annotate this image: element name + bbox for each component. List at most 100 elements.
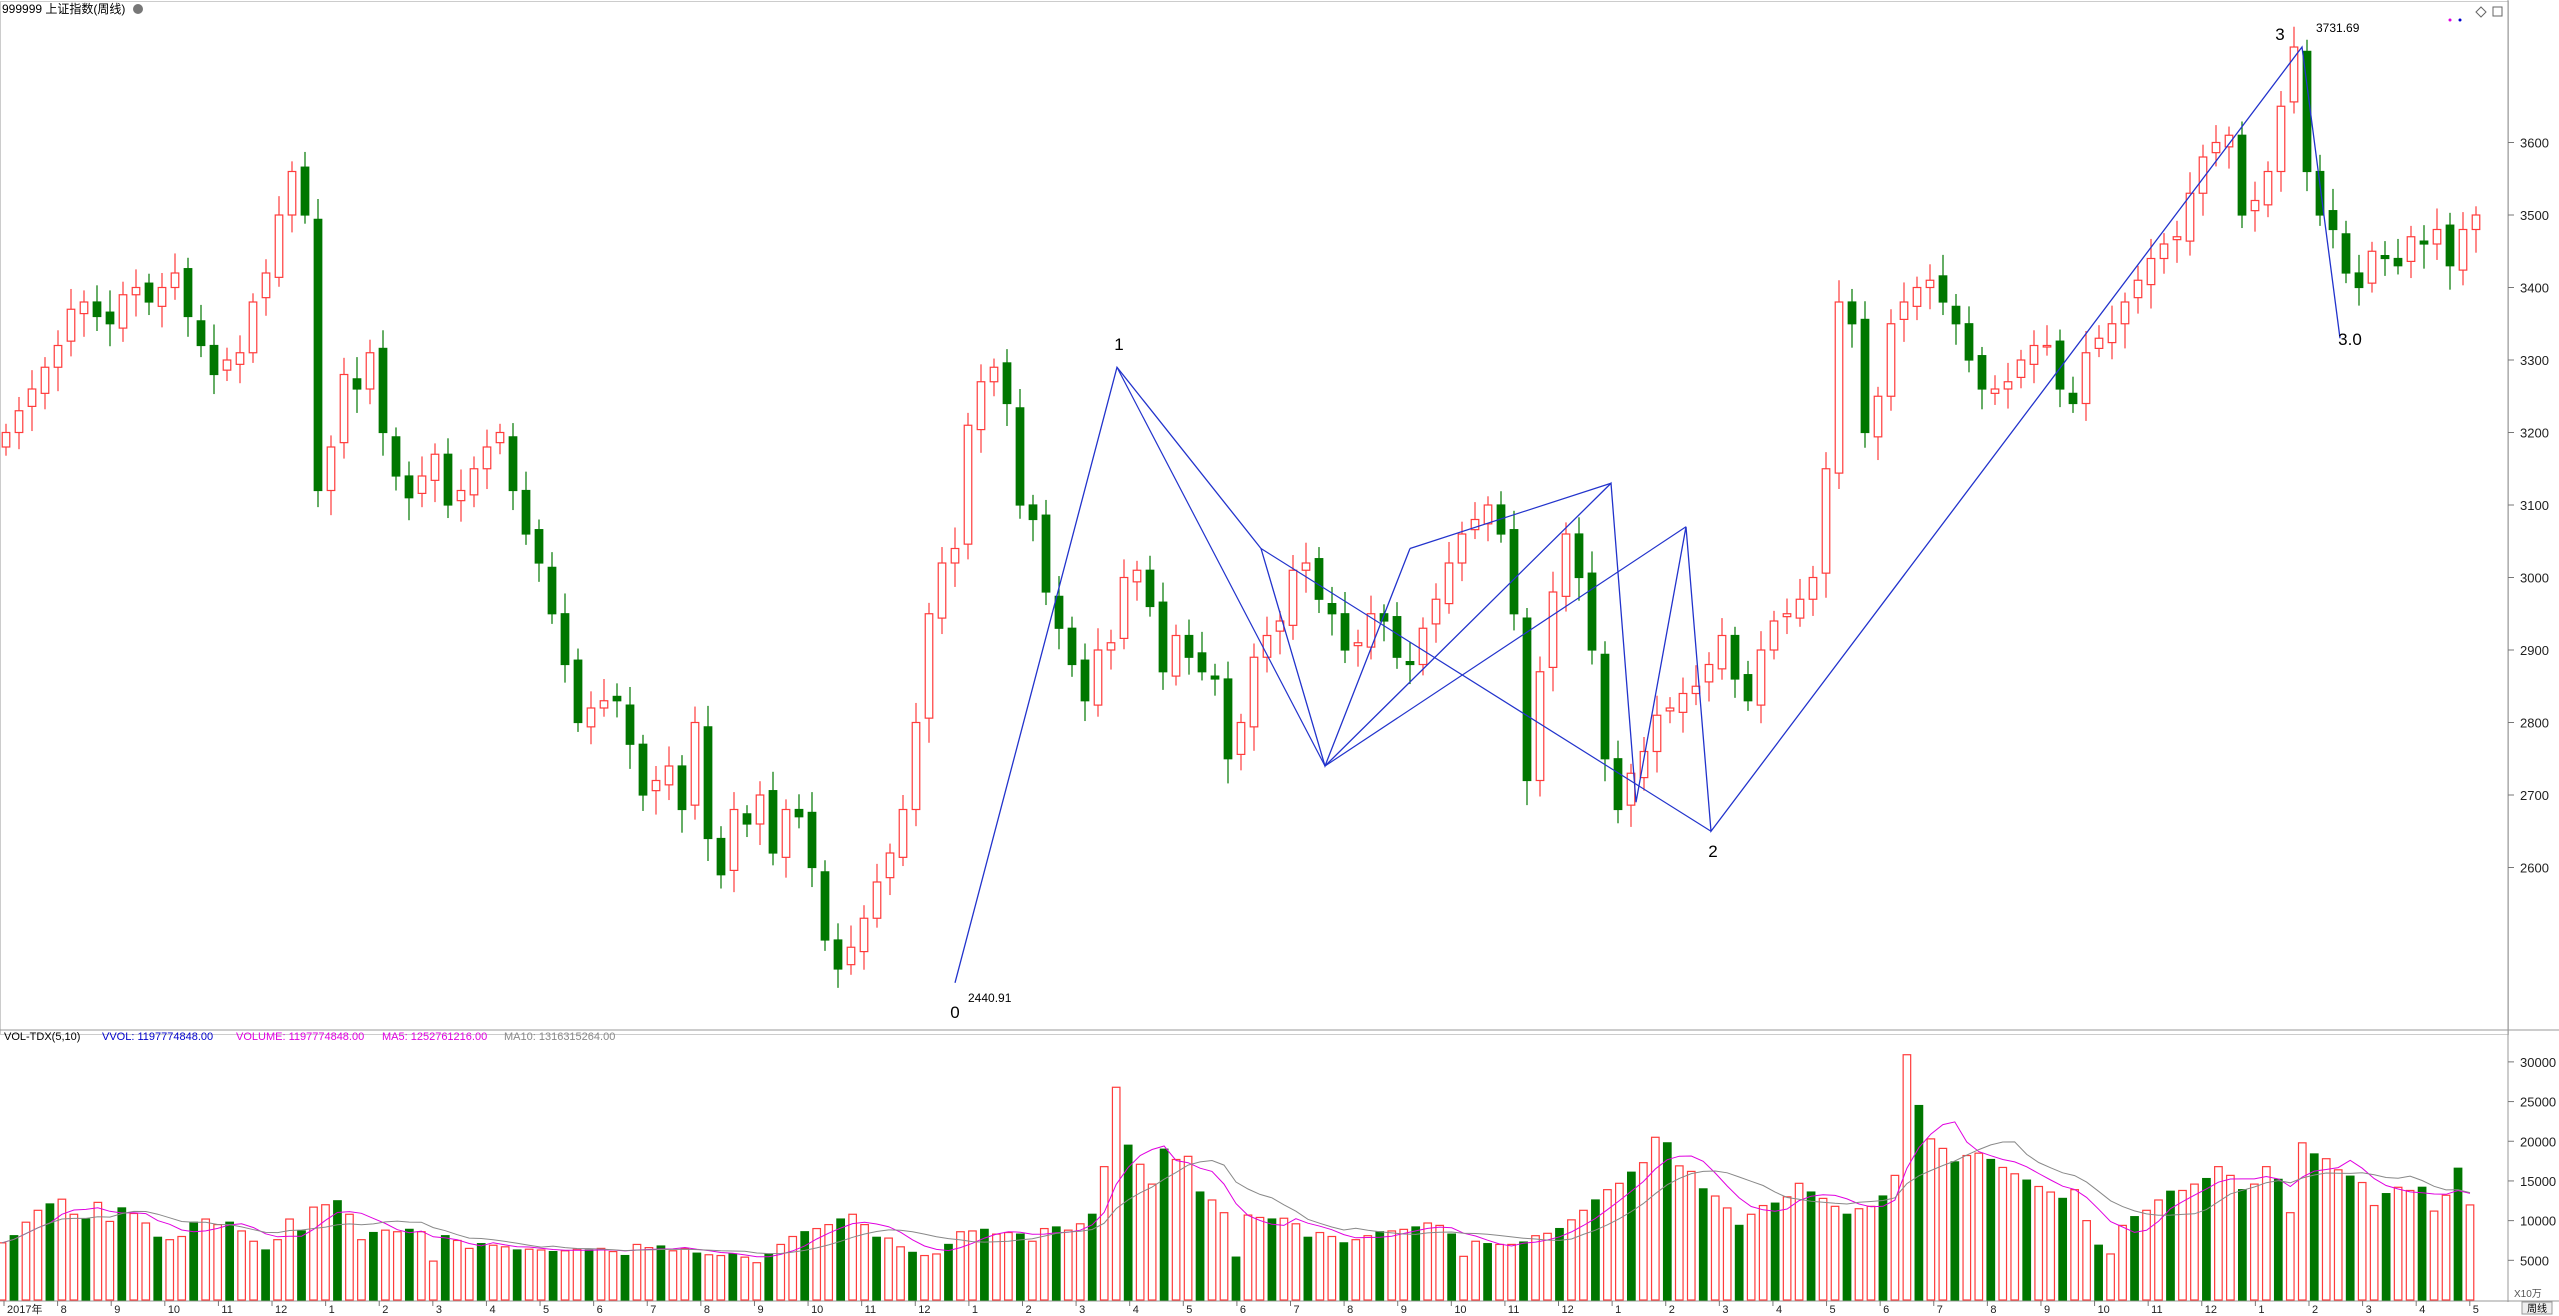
volume-bar bbox=[2058, 1197, 2068, 1301]
volume-bar bbox=[968, 1230, 977, 1301]
candle-body bbox=[1574, 533, 1584, 579]
title-settings-icon[interactable] bbox=[133, 4, 143, 14]
window-icon[interactable] bbox=[2492, 6, 2503, 17]
volume-bar bbox=[464, 1247, 474, 1301]
volume-y-tick-label: 25000 bbox=[2520, 1095, 2556, 1110]
candle-body bbox=[196, 320, 206, 347]
volume-bar bbox=[1962, 1154, 1972, 1301]
candle-body bbox=[690, 721, 700, 806]
candle-body bbox=[222, 359, 232, 371]
volume-bar bbox=[1483, 1243, 1492, 1301]
candle-body bbox=[495, 431, 505, 444]
candle-body bbox=[261, 272, 271, 299]
candle-body bbox=[2367, 250, 2377, 284]
candle-body bbox=[2172, 236, 2182, 241]
volume-bar bbox=[1842, 1213, 1852, 1301]
volume-bar bbox=[776, 1243, 786, 1301]
volume-bar bbox=[572, 1248, 582, 1301]
volume-bar bbox=[153, 1236, 163, 1301]
price-y-tick-label: 3500 bbox=[2520, 208, 2549, 223]
volume-bar bbox=[548, 1250, 558, 1301]
volume-bar bbox=[1327, 1235, 1337, 1301]
x-tick-label: 6 bbox=[1240, 1304, 1246, 1316]
candle-body bbox=[1119, 576, 1129, 640]
candle-body bbox=[1145, 569, 1155, 608]
volume-bar bbox=[1447, 1233, 1457, 1301]
volume-bar bbox=[2094, 1244, 2103, 1301]
volume-bar bbox=[93, 1201, 103, 1301]
volume-bar bbox=[488, 1244, 498, 1301]
volume-bar bbox=[1399, 1228, 1409, 1301]
volume-bar bbox=[2154, 1199, 2163, 1301]
volume-bar bbox=[1950, 1161, 1960, 1301]
volume-bar bbox=[237, 1230, 246, 1301]
x-tick-label: 8 bbox=[61, 1304, 67, 1316]
volume-bar bbox=[1135, 1163, 1145, 1301]
diamond-icon[interactable] bbox=[2475, 6, 2487, 18]
volume-bar bbox=[1531, 1235, 1540, 1301]
candle-body bbox=[1717, 634, 1727, 670]
volume-bar bbox=[896, 1246, 905, 1301]
candle-body bbox=[651, 779, 661, 792]
volume-bar bbox=[608, 1250, 618, 1301]
x-tick-label: 4 bbox=[1133, 1304, 1139, 1316]
volume-bar bbox=[584, 1249, 594, 1301]
x-tick-label: 8 bbox=[704, 1304, 710, 1316]
ma10-line bbox=[1, 1141, 2471, 1255]
volume-bar bbox=[345, 1213, 354, 1301]
candle-body bbox=[937, 562, 947, 619]
volume-bar bbox=[692, 1252, 702, 1301]
candle-body bbox=[625, 704, 635, 745]
volume-bar bbox=[1171, 1158, 1181, 1301]
volume-bar bbox=[1782, 1196, 1792, 1301]
candle-body bbox=[2016, 359, 2026, 378]
volume-bar bbox=[1519, 1241, 1528, 1301]
candle-body bbox=[1990, 388, 2000, 394]
candle-body bbox=[118, 294, 128, 329]
x-tick-label: 7 bbox=[1294, 1304, 1300, 1316]
volume-bar bbox=[1363, 1235, 1373, 1301]
candle-body bbox=[560, 613, 570, 666]
volume-bar bbox=[872, 1236, 881, 1301]
volume-bar bbox=[1638, 1162, 1648, 1301]
volume-bar bbox=[261, 1249, 270, 1301]
volume-bar bbox=[1387, 1230, 1397, 1301]
volume-bar bbox=[1878, 1195, 1888, 1301]
volume-bar bbox=[273, 1239, 282, 1301]
candle-body bbox=[1353, 642, 1363, 647]
volume-bar bbox=[1626, 1171, 1636, 1301]
candle-body bbox=[1886, 323, 1896, 397]
volume-bar bbox=[2022, 1179, 2032, 1301]
x-tick-label: 2 bbox=[1025, 1304, 1031, 1316]
candle-body bbox=[1483, 504, 1493, 525]
candle-body bbox=[703, 726, 713, 840]
candle-body bbox=[1756, 649, 1766, 706]
candle-body bbox=[1392, 616, 1402, 658]
candle-body bbox=[1184, 634, 1194, 658]
period-button[interactable] bbox=[2521, 1301, 2553, 1315]
candle-body bbox=[1951, 305, 1961, 325]
volume-bar bbox=[165, 1239, 175, 1301]
volume-bar bbox=[1495, 1243, 1504, 1301]
volume-bar bbox=[728, 1253, 738, 1301]
volume-bar bbox=[1123, 1144, 1133, 1301]
x-tick-label: 12 bbox=[2205, 1304, 2217, 1316]
volume-bar bbox=[1471, 1240, 1480, 1301]
volume-bar bbox=[2465, 1204, 2475, 1301]
candle-body bbox=[40, 366, 50, 394]
volume-bar bbox=[2190, 1183, 2199, 1301]
x-tick-label: 9 bbox=[757, 1304, 763, 1316]
volume-bar bbox=[1015, 1233, 1025, 1301]
volume-bar bbox=[2226, 1174, 2235, 1301]
volume-bar bbox=[177, 1235, 187, 1301]
candle-body bbox=[1093, 649, 1103, 706]
candle-body bbox=[1912, 286, 1922, 307]
candle-body bbox=[469, 468, 479, 496]
candle-body bbox=[1288, 569, 1298, 626]
volume-bar bbox=[740, 1256, 750, 1301]
x-tick-label: 11 bbox=[2151, 1304, 2162, 1316]
volume-bar bbox=[117, 1207, 127, 1301]
candle-body bbox=[2107, 323, 2117, 344]
x-tick-label: 7 bbox=[650, 1304, 656, 1316]
